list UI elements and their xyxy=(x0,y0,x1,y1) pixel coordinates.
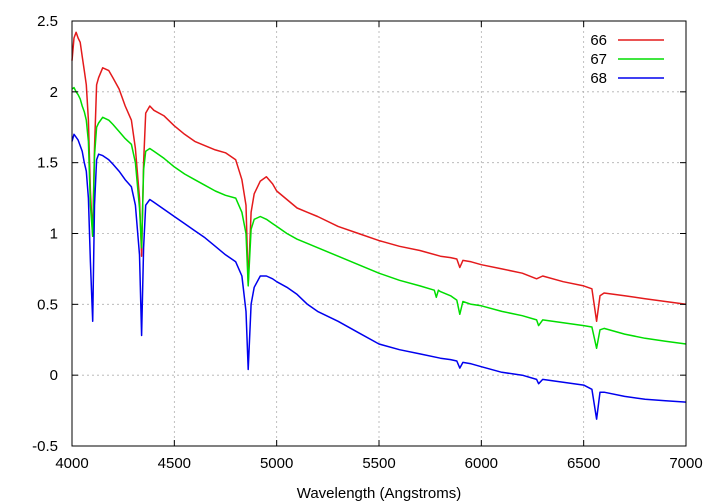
legend-label-67: 67 xyxy=(590,51,607,68)
x-tick-label: 4000 xyxy=(55,455,88,472)
legend-label-68: 68 xyxy=(590,70,607,87)
y-tick-label: 0.5 xyxy=(37,296,58,313)
x-tick-label: 6500 xyxy=(567,455,600,472)
legend: 66 67 68 xyxy=(590,32,664,87)
x-tick-label: 7000 xyxy=(669,455,702,472)
x-axis-label: Wavelength (Angstroms) xyxy=(297,485,462,502)
y-tick-label: 0 xyxy=(50,367,58,384)
axis-ticks: 4000 4500 5000 5500 6000 6500 7000 -0.5 0 0.5 1 1.5… xyxy=(32,13,703,472)
y-tick-label: -0.5 xyxy=(32,438,58,455)
x-tick-label: 4500 xyxy=(158,455,191,472)
y-tick-label: 2.5 xyxy=(37,13,58,30)
x-tick-label: 5500 xyxy=(362,455,395,472)
x-tick-label: 5000 xyxy=(260,455,293,472)
x-tick-label: 6000 xyxy=(465,455,498,472)
y-tick-label: 2 xyxy=(50,84,58,101)
y-tick-label: 1 xyxy=(50,226,58,243)
grid xyxy=(72,21,686,446)
series-line-68 xyxy=(71,133,687,420)
series-lines xyxy=(71,31,687,420)
legend-label-66: 66 xyxy=(590,32,607,49)
series-line-67 xyxy=(71,86,687,350)
y-tick-label: 1.5 xyxy=(37,155,58,172)
